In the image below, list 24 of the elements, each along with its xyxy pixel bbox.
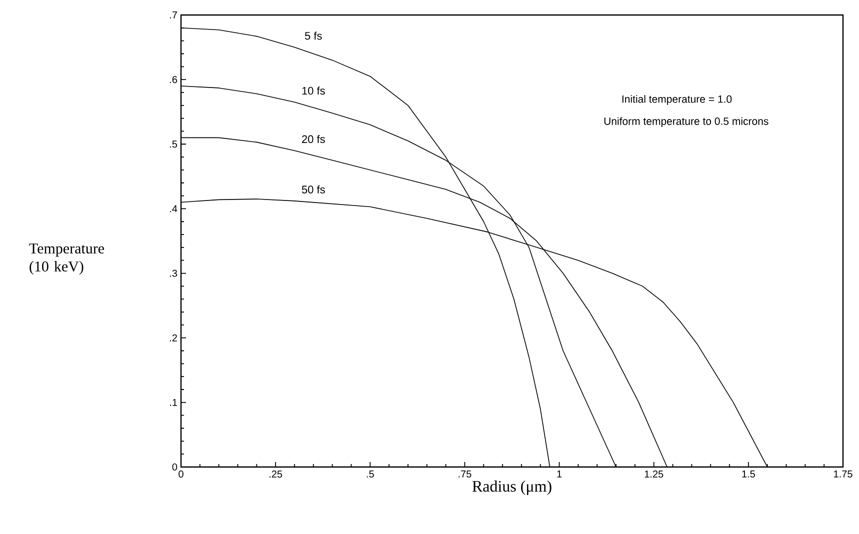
- y-axis-title: Temperature (10 keV): [29, 244, 104, 275]
- series-label: 20 fs: [302, 135, 325, 144]
- x-tick-label: .75: [458, 470, 472, 478]
- y-tick-label: .1: [170, 398, 177, 406]
- x-tick-label: 1.5: [742, 470, 755, 478]
- series-label: 50 fs: [302, 185, 325, 194]
- x-tick-label: .25: [270, 470, 282, 478]
- x-tick-label: 1.25: [644, 470, 664, 478]
- y-tick-label: .5: [170, 140, 178, 148]
- x-tick-label: 1.75: [834, 470, 852, 478]
- x-tick-label: .5: [366, 470, 374, 478]
- annotation: Initial temperature = 1.0: [622, 95, 732, 105]
- y-tick-label: .7: [170, 12, 177, 18]
- x-tick-label: 0: [178, 470, 184, 478]
- annotation: Uniform temperature to 0.5 microns: [604, 117, 768, 128]
- x-axis-title: Radius (μm): [472, 480, 552, 495]
- series-label: 10 fs: [302, 86, 325, 95]
- y-tick-label: .2: [170, 334, 177, 342]
- y-tick-label: .3: [170, 270, 178, 277]
- y-tick-label: .4: [170, 205, 178, 212]
- y-tick-label: 0: [172, 463, 178, 471]
- series-label: 5 fs: [304, 32, 322, 40]
- y-tick-label: .6: [170, 76, 178, 84]
- x-tick-label: 1: [557, 470, 562, 478]
